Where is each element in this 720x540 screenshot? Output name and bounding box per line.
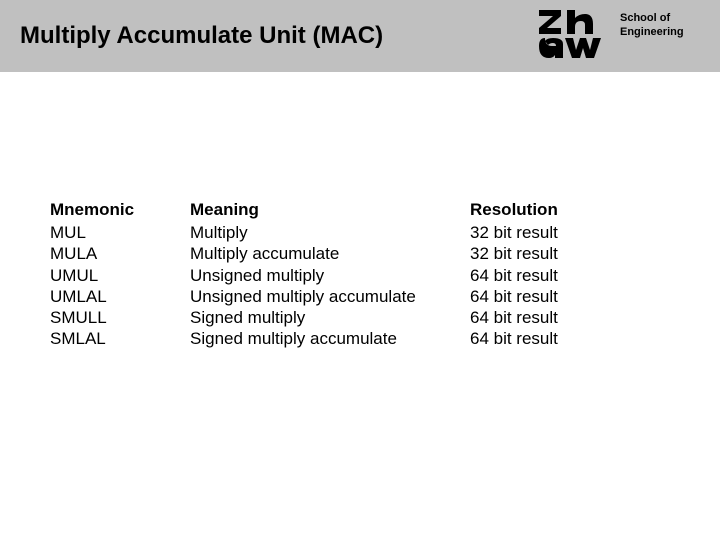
table-row: MUL Multiply 32 bit result <box>50 222 610 243</box>
table-header-row: Mnemonic Meaning Resolution <box>50 200 610 222</box>
mac-table: Mnemonic Meaning Resolution MUL Multiply… <box>50 200 610 350</box>
cell-mnemonic: SMLAL <box>50 328 190 349</box>
cell-mnemonic: UMUL <box>50 265 190 286</box>
cell-meaning: Unsigned multiply accumulate <box>190 286 470 307</box>
cell-meaning: Signed multiply <box>190 307 470 328</box>
table-row: MULA Multiply accumulate 32 bit result <box>50 243 610 264</box>
header-meaning: Meaning <box>190 200 470 222</box>
cell-mnemonic: MUL <box>50 222 190 243</box>
cell-meaning: Multiply <box>190 222 470 243</box>
cell-mnemonic: SMULL <box>50 307 190 328</box>
department-line1: School of <box>620 12 670 24</box>
header-resolution: Resolution <box>470 200 610 222</box>
cell-resolution: 64 bit result <box>470 328 610 349</box>
cell-resolution: 64 bit result <box>470 286 610 307</box>
page-title: Multiply Accumulate Unit (MAC) <box>20 22 383 50</box>
cell-meaning: Signed multiply accumulate <box>190 328 470 349</box>
cell-mnemonic: MULA <box>50 243 190 264</box>
cell-resolution: 32 bit result <box>470 222 610 243</box>
table-row: SMLAL Signed multiply accumulate 64 bit … <box>50 328 610 349</box>
table-row: SMULL Signed multiply 64 bit result <box>50 307 610 328</box>
department-label: School of Engineering <box>620 12 706 40</box>
table-row: UMLAL Unsigned multiply accumulate 64 bi… <box>50 286 610 307</box>
table-row: UMUL Unsigned multiply 64 bit result <box>50 265 610 286</box>
cell-meaning: Unsigned multiply <box>190 265 470 286</box>
header-bar: Multiply Accumulate Unit (MAC) <box>0 0 720 72</box>
zhaw-logo <box>537 8 612 60</box>
department-line2: Engineering <box>620 26 684 38</box>
cell-meaning: Multiply accumulate <box>190 243 470 264</box>
cell-resolution: 32 bit result <box>470 243 610 264</box>
cell-mnemonic: UMLAL <box>50 286 190 307</box>
header-mnemonic: Mnemonic <box>50 200 190 222</box>
cell-resolution: 64 bit result <box>470 307 610 328</box>
content-area: Mnemonic Meaning Resolution MUL Multiply… <box>50 200 610 350</box>
cell-resolution: 64 bit result <box>470 265 610 286</box>
